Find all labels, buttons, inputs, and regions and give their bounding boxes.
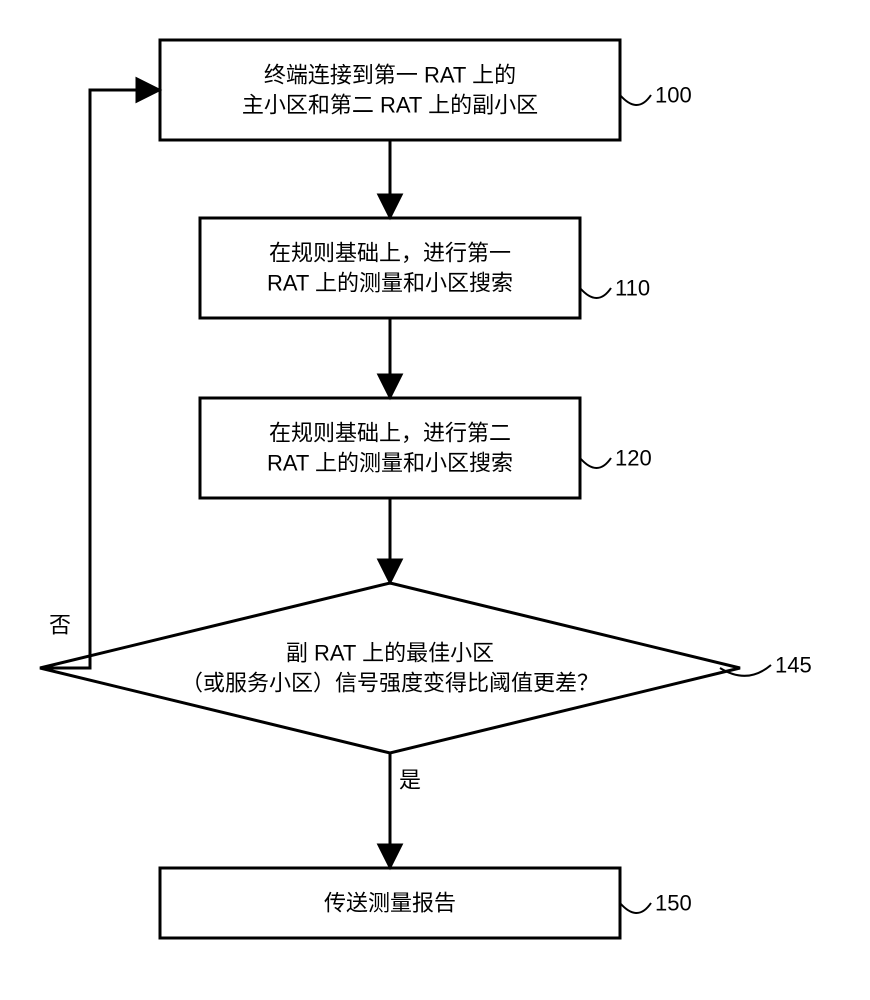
edge-label-e4: 是: [399, 768, 421, 793]
flow-text-n100-0: 终端连接到第一 RAT 上的: [264, 63, 516, 88]
ref-label-n150: 150: [655, 891, 692, 916]
ref-connector-n100: [620, 95, 651, 105]
edge-label-e5: 否: [49, 613, 71, 638]
flow-diamond-n145: [40, 583, 740, 753]
ref-label-n110: 110: [615, 276, 650, 301]
flow-text-n145-0: 副 RAT 上的最佳小区: [286, 641, 494, 666]
flow-text-n120-0: 在规则基础上，进行第二: [269, 421, 511, 446]
flow-text-n110-1: RAT 上的测量和小区搜索: [267, 271, 513, 296]
ref-label-n120: 120: [615, 446, 652, 471]
flow-box-n110: [200, 218, 580, 318]
flow-box-n120: [200, 398, 580, 498]
flow-box-n100: [160, 40, 620, 140]
flow-text-n100-1: 主小区和第二 RAT 上的副小区: [242, 93, 538, 118]
ref-connector-n150: [620, 903, 651, 913]
flow-text-n145-1: （或服务小区）信号强度变得比阈值更差？: [181, 671, 599, 696]
flow-text-n150-0: 传送测量报告: [324, 891, 456, 916]
ref-connector-n120: [580, 458, 611, 468]
edge-e5: [40, 90, 160, 668]
flow-text-n120-1: RAT 上的测量和小区搜索: [267, 451, 513, 476]
ref-label-n100: 100: [655, 83, 692, 108]
ref-label-n145: 145: [775, 653, 812, 678]
flow-text-n110-0: 在规则基础上，进行第一: [269, 241, 511, 266]
ref-connector-n110: [580, 288, 611, 298]
